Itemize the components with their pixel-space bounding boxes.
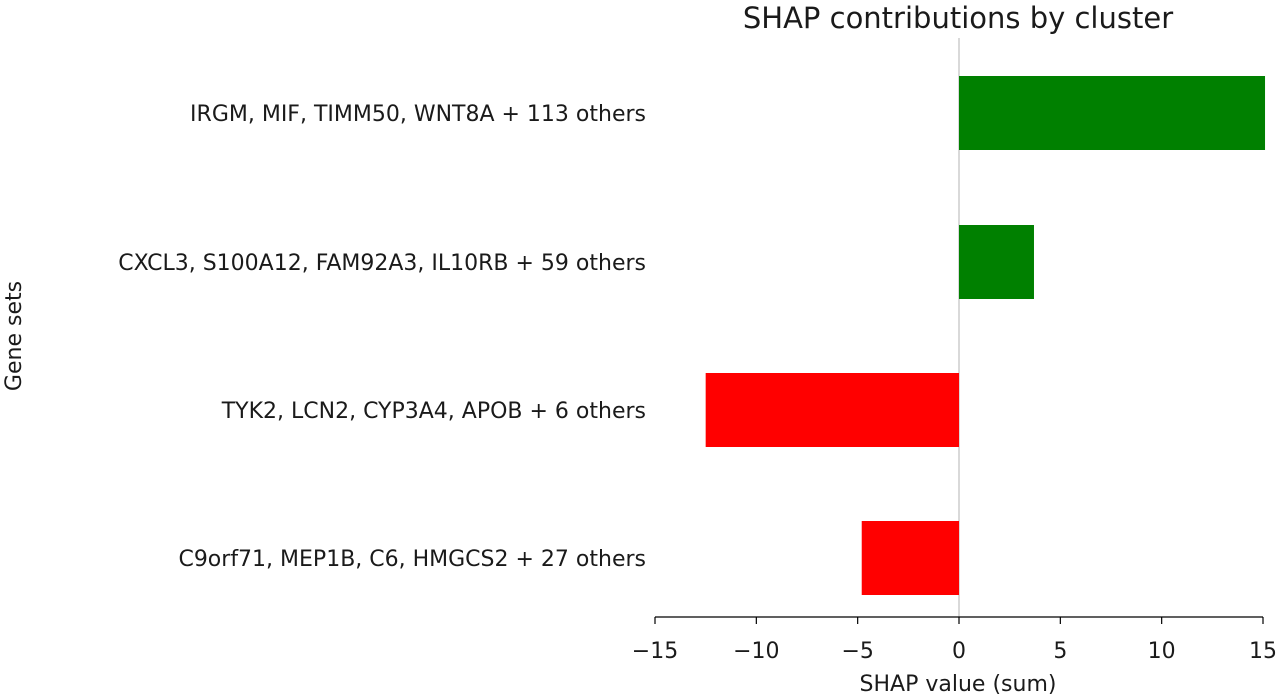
bar bbox=[959, 76, 1266, 150]
bars-group bbox=[705, 38, 1266, 617]
category-label: IRGM, MIF, TIMM50, WNT8A + 113 others bbox=[190, 102, 646, 127]
chart-title: SHAP contributions by cluster bbox=[743, 1, 1173, 35]
bar bbox=[861, 521, 959, 595]
x-axis-label: SHAP value (sum) bbox=[860, 672, 1057, 697]
category-labels-group: IRGM, MIF, TIMM50, WNT8A + 113 others CXC… bbox=[118, 102, 646, 572]
x-tick-label: 15 bbox=[1249, 639, 1277, 664]
bar bbox=[705, 373, 959, 447]
x-tick-label: 0 bbox=[952, 639, 966, 664]
bar bbox=[959, 225, 1034, 299]
category-label: TYK2, LCN2, CYP3A4, APOB + 6 others bbox=[221, 399, 646, 424]
x-tick-label: 5 bbox=[1053, 639, 1067, 664]
category-label: CXCL3, S100A12, FAM92A3, IL10RB + 59 oth… bbox=[118, 251, 646, 276]
x-tick-label: −10 bbox=[733, 639, 779, 664]
x-tick-label: −5 bbox=[841, 639, 873, 664]
x-axis: −15 −10 −5 0 5 10 15 bbox=[632, 616, 1277, 664]
x-tick-label: −15 bbox=[632, 639, 678, 664]
category-label: C9orf71, MEP1B, C6, HMGCS2 + 27 others bbox=[178, 547, 646, 572]
y-axis-label: Gene sets bbox=[2, 281, 27, 391]
x-tick-label: 10 bbox=[1148, 639, 1176, 664]
